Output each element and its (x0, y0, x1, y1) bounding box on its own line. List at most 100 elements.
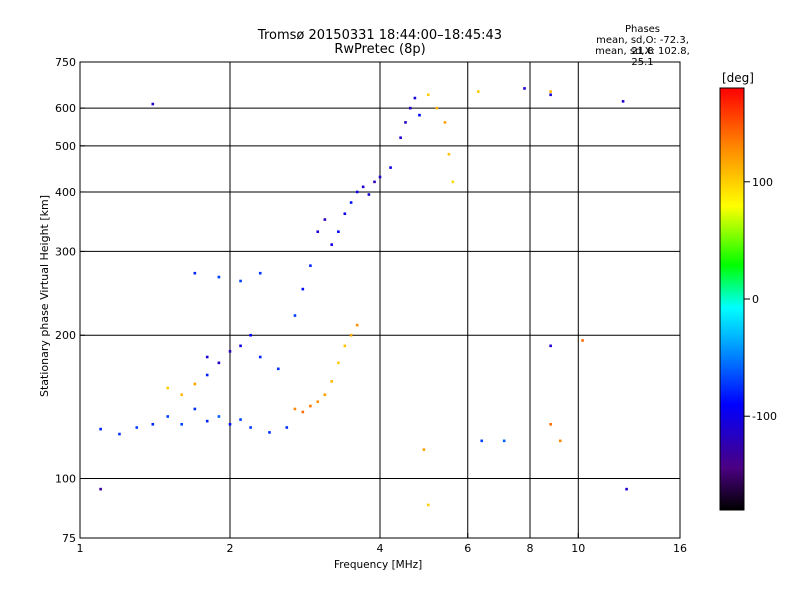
data-point (316, 230, 320, 234)
colorbar-label: [deg] (722, 71, 754, 85)
data-point (166, 415, 170, 418)
data-point (443, 121, 447, 124)
data-point (389, 166, 392, 169)
data-point (205, 419, 209, 423)
colorbar (719, 87, 745, 511)
data-point (180, 393, 184, 397)
data-point (480, 439, 484, 443)
data-point (228, 422, 232, 426)
data-point (426, 503, 430, 507)
data-point (426, 93, 430, 97)
data-point (621, 100, 625, 103)
data-point (435, 106, 439, 110)
data-point (581, 339, 584, 342)
data-point (205, 355, 209, 359)
y-tick-label: 500 (55, 140, 76, 153)
data-point (99, 427, 102, 431)
data-point (151, 422, 155, 426)
data-point (355, 190, 359, 194)
data-point (217, 275, 221, 279)
data-point (193, 271, 197, 275)
data-point (549, 344, 552, 348)
data-point (239, 344, 242, 348)
y-tick-label: 300 (55, 245, 76, 258)
data-point (399, 136, 402, 140)
data-point (239, 418, 242, 421)
data-point (422, 448, 426, 451)
y-tick-label: 100 (55, 473, 76, 486)
x-axis-label: Frequency [MHz] (334, 559, 423, 571)
data-point (258, 271, 262, 275)
data-point (316, 400, 320, 404)
data-point (418, 113, 421, 117)
axis-ticks: 1 2 4 6 8 10 16 75 100 200 300 400 500 600 750 (55, 56, 687, 555)
data-point (118, 432, 121, 436)
data-point (413, 96, 417, 100)
data-point (301, 287, 305, 291)
x-tick-label: 10 (571, 542, 585, 555)
data-point (249, 333, 252, 337)
data-point (309, 264, 312, 267)
data-point (205, 373, 209, 377)
data-point (309, 404, 312, 408)
data-point (293, 314, 297, 317)
phases-o-stats: mean, sd,O: -72.3, 21.8 (596, 35, 689, 57)
data-point (330, 380, 334, 383)
data-point (323, 218, 327, 221)
y-tick-label: 600 (55, 102, 76, 115)
data-point (217, 415, 221, 418)
data-point (447, 152, 451, 156)
data-point (330, 243, 334, 246)
data-point (258, 355, 262, 359)
data-point (549, 422, 552, 426)
data-point (451, 180, 455, 184)
data-point (349, 201, 353, 204)
data-point (180, 422, 184, 426)
data-point (239, 279, 242, 283)
data-point (193, 407, 197, 411)
data-point (276, 367, 280, 371)
phases-title: Phases (624, 24, 661, 35)
data-point (523, 87, 526, 90)
x-tick-label: 8 (527, 542, 534, 555)
y-tick-label: 75 (62, 532, 76, 545)
data-point (558, 439, 562, 443)
data-points (99, 87, 628, 507)
data-point (268, 431, 271, 434)
data-point (502, 439, 506, 443)
data-point (549, 93, 552, 97)
data-point (378, 175, 382, 179)
data-point (228, 350, 232, 353)
data-point (343, 212, 347, 216)
data-point (408, 106, 412, 110)
data-point (99, 487, 102, 491)
x-tick-label: 2 (227, 542, 234, 555)
x-tick-label: 6 (464, 542, 471, 555)
colorbar-tick-label: -100 (752, 410, 777, 423)
colorbar-tick-label: 100 (752, 176, 773, 189)
data-point (625, 487, 628, 491)
data-point (217, 361, 221, 365)
x-tick-label: 16 (673, 542, 687, 555)
data-point (301, 410, 305, 414)
data-point (285, 426, 289, 429)
data-point (549, 90, 552, 93)
chart-title-line2: RwPretec (8p) (334, 42, 426, 57)
data-point (477, 90, 480, 93)
data-point (249, 426, 252, 429)
chart-title-line1: Tromsø 20150331 18:44:00–18:45:43 (257, 28, 503, 43)
data-point (373, 180, 376, 184)
data-point (293, 407, 297, 411)
data-point (151, 102, 155, 106)
data-point (367, 193, 371, 196)
y-tick-label: 750 (55, 56, 76, 69)
y-tick-label: 200 (55, 329, 76, 342)
y-tick-label: 400 (55, 186, 76, 199)
data-point (193, 382, 197, 386)
data-point (337, 361, 340, 365)
colorbar-tick-label: 0 (752, 293, 759, 306)
data-point (323, 393, 327, 397)
data-point (343, 344, 347, 348)
data-point (166, 386, 170, 390)
